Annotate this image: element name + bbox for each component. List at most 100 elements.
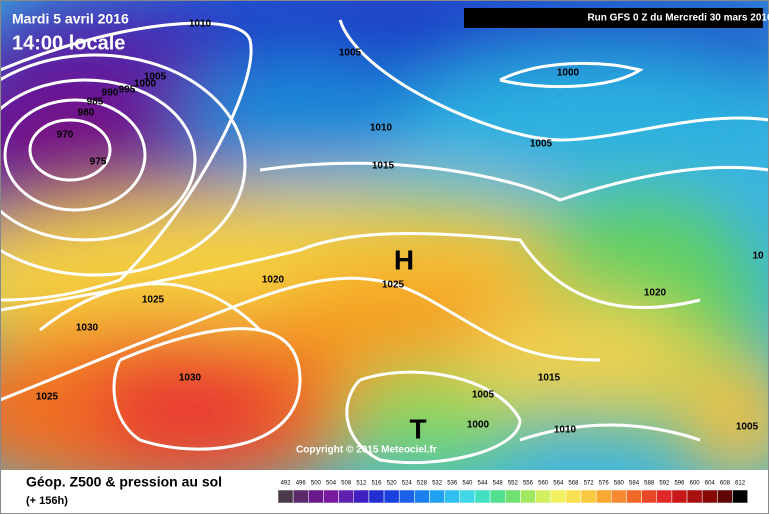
legend-label: 608 [720, 481, 731, 487]
legend-label: 612 [735, 481, 746, 487]
legend-swatch [580, 489, 597, 504]
legend-swatch [550, 489, 567, 504]
legend-swatch [323, 489, 339, 504]
legend-swatch [383, 489, 400, 504]
legend-label: 532 [432, 481, 443, 487]
legend-label: 556 [523, 481, 534, 487]
isobar-label: 1005 [472, 390, 495, 401]
isobar-label: 990 [102, 88, 119, 99]
isobar-label: 1015 [538, 373, 561, 384]
isobars [0, 19, 769, 465]
legend-swatch [277, 489, 294, 504]
low-center: T [409, 413, 426, 444]
legend-swatch [701, 489, 718, 504]
legend-swatch [474, 489, 491, 504]
legend-label: 520 [387, 481, 398, 487]
copyright: Copyright © 2015 Meteociel.fr [296, 445, 437, 456]
legend-label: 604 [705, 481, 716, 487]
isobar-label: 1025 [142, 295, 165, 306]
isobar-label: 1030 [76, 323, 99, 334]
legend-label: 592 [659, 481, 670, 487]
legend-label: 504 [326, 481, 337, 487]
isobar-label: 1030 [179, 373, 202, 384]
footer-title: Géop. Z500 & pression au sol [26, 474, 222, 490]
legend-swatch [595, 489, 612, 504]
isobar-label: 10 [752, 251, 764, 262]
legend-swatch [444, 489, 461, 504]
isobar-label: 1005 [339, 48, 362, 59]
isobar-label: 1005 [736, 422, 759, 433]
isobar-label: 975 [90, 157, 107, 168]
legend-swatch [565, 489, 582, 504]
legend-swatch [429, 489, 445, 504]
legend-swatch [368, 489, 385, 504]
legend-label: 572 [584, 481, 595, 487]
legend-label: 500 [311, 481, 322, 487]
legend-label: 568 [568, 481, 579, 487]
isobar-label: 1005 [530, 139, 553, 150]
isobar-label: 1000 [557, 68, 580, 79]
isobar-label: 980 [78, 108, 95, 119]
legend-swatch [292, 489, 309, 504]
legend-swatch [641, 489, 657, 504]
legend-swatch [671, 489, 688, 504]
legend-swatch [520, 489, 536, 504]
isobar-label: 1020 [262, 275, 285, 286]
legend-label: 580 [614, 481, 625, 487]
legend-label: 536 [447, 481, 458, 487]
legend-swatch [626, 489, 642, 504]
isobar-label: 1005 [144, 72, 167, 83]
legend-label: 552 [508, 481, 519, 487]
isobar-label: 1010 [189, 19, 212, 30]
date: Mardi 5 avril 2016 [12, 11, 129, 27]
isobar-label: 970 [57, 130, 74, 141]
legend-swatch [656, 489, 673, 504]
legend-swatch [459, 489, 476, 504]
field [0, 0, 769, 470]
legend-label: 548 [493, 481, 504, 487]
legend-label: 516 [371, 481, 382, 487]
legend-label: 588 [644, 481, 655, 487]
isobar-label: 985 [87, 97, 104, 108]
legend-swatch [732, 489, 748, 504]
run-banner [464, 8, 763, 28]
isobar-label: 1025 [36, 392, 59, 403]
run-info: Run GFS 0 Z du Mercredi 30 mars 2016 [587, 13, 769, 24]
legend-label: 596 [674, 481, 685, 487]
isobar-label: 1025 [382, 280, 405, 291]
legend-label: 584 [629, 481, 640, 487]
legend: 492 496 500 504 508 512 516 520 524 528 532 536 540 5… [277, 481, 748, 504]
legend-swatch [717, 489, 733, 504]
legend-label: 496 [296, 481, 307, 487]
legend-label: 508 [341, 481, 352, 487]
legend-label: 524 [402, 481, 413, 487]
legend-label: 576 [599, 481, 610, 487]
legend-swatch [414, 489, 430, 504]
legend-label: 540 [462, 481, 473, 487]
high-center: H [394, 244, 414, 275]
legend-swatch [398, 489, 415, 504]
legend-swatch [353, 489, 370, 504]
isobar-label: 1000 [134, 79, 157, 90]
legend-swatch [338, 489, 355, 504]
legend-label: 600 [690, 481, 701, 487]
legend-label: 512 [356, 481, 367, 487]
legend-swatch [535, 489, 551, 504]
legend-label: 564 [553, 481, 564, 487]
legend-label: 492 [281, 481, 292, 487]
legend-label: 528 [417, 481, 428, 487]
isobar-label: 1020 [644, 288, 667, 299]
isobar-labels: 1010100510001005100099599098598097097510… [36, 19, 764, 436]
isobar-label: 1015 [372, 161, 395, 172]
legend-label: 544 [478, 481, 489, 487]
legend-swatch [308, 489, 324, 504]
footer-lead: (+ 156h) [26, 495, 68, 507]
legend-swatch [611, 489, 627, 504]
legend-swatch [686, 489, 703, 504]
legend-label: 560 [538, 481, 549, 487]
legend-swatch [505, 489, 521, 504]
isobar-label: 1000 [467, 420, 490, 431]
legend-swatch [489, 489, 506, 504]
isobar-label: 1010 [554, 425, 577, 436]
